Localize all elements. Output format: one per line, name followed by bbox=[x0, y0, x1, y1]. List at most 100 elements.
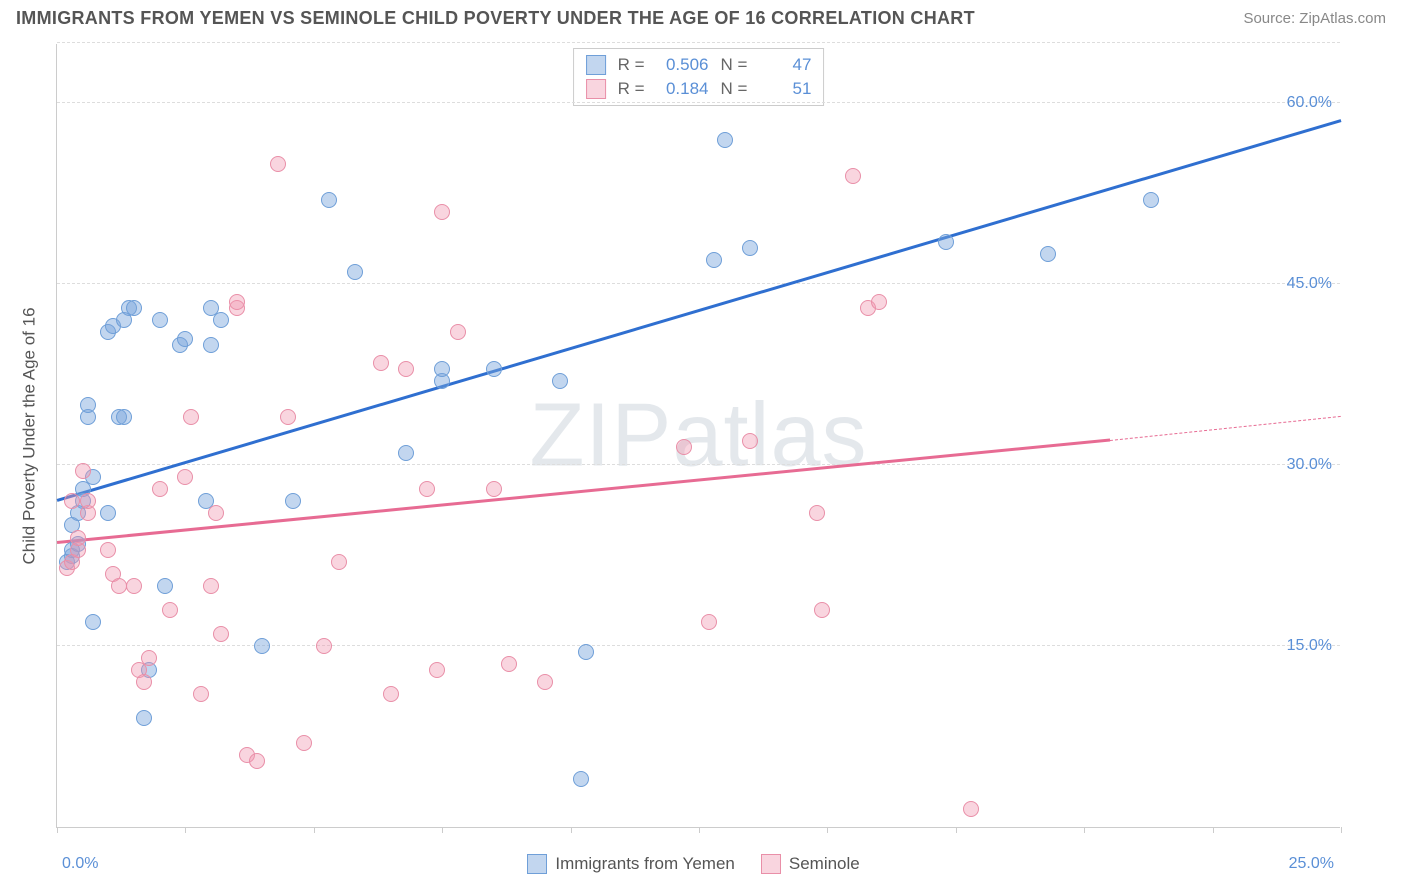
x-tick bbox=[827, 827, 828, 833]
x-tick bbox=[185, 827, 186, 833]
stats-row-series1: R = 0.506 N = 47 bbox=[586, 53, 812, 77]
data-point bbox=[100, 505, 116, 521]
chart-title: IMMIGRANTS FROM YEMEN VS SEMINOLE CHILD … bbox=[16, 8, 975, 29]
n-value-1: 47 bbox=[759, 55, 811, 75]
data-point bbox=[208, 505, 224, 521]
bottom-legend: 0.0% Immigrants from Yemen Seminole 25.0… bbox=[56, 854, 1340, 874]
data-point bbox=[938, 234, 954, 250]
data-point bbox=[706, 252, 722, 268]
legend-label-2: Seminole bbox=[789, 854, 860, 874]
x-tick bbox=[1341, 827, 1342, 833]
data-point bbox=[486, 481, 502, 497]
data-point bbox=[501, 656, 517, 672]
data-point bbox=[177, 469, 193, 485]
data-point bbox=[213, 312, 229, 328]
data-point bbox=[717, 132, 733, 148]
x-tick bbox=[57, 827, 58, 833]
data-point bbox=[434, 361, 450, 377]
data-point bbox=[537, 674, 553, 690]
x-tick bbox=[699, 827, 700, 833]
data-point bbox=[331, 554, 347, 570]
data-point bbox=[152, 312, 168, 328]
data-point bbox=[398, 361, 414, 377]
data-point bbox=[845, 168, 861, 184]
data-point bbox=[383, 686, 399, 702]
x-tick bbox=[314, 827, 315, 833]
data-point bbox=[280, 409, 296, 425]
data-point bbox=[64, 493, 80, 509]
y-tick-label: 15.0% bbox=[1287, 637, 1332, 655]
r-value-1: 0.506 bbox=[657, 55, 709, 75]
data-point bbox=[75, 463, 91, 479]
y-tick-label: 45.0% bbox=[1287, 275, 1332, 293]
swatch-series2-icon bbox=[761, 854, 781, 874]
data-point bbox=[1143, 192, 1159, 208]
swatch-series1-icon bbox=[527, 854, 547, 874]
data-point bbox=[373, 355, 389, 371]
data-point bbox=[429, 662, 445, 678]
x-tick bbox=[1084, 827, 1085, 833]
data-point bbox=[126, 300, 142, 316]
data-point bbox=[1040, 246, 1056, 262]
data-point bbox=[347, 264, 363, 280]
data-point bbox=[742, 433, 758, 449]
legend-item-series2: Seminole bbox=[761, 854, 860, 874]
data-point bbox=[85, 614, 101, 630]
r-label: R = bbox=[618, 79, 645, 99]
data-point bbox=[552, 373, 568, 389]
data-point bbox=[434, 204, 450, 220]
x-tick bbox=[442, 827, 443, 833]
trend-line bbox=[57, 119, 1342, 501]
gridline bbox=[57, 102, 1340, 103]
data-point bbox=[126, 578, 142, 594]
trend-line bbox=[1110, 416, 1341, 441]
r-value-2: 0.184 bbox=[657, 79, 709, 99]
data-point bbox=[398, 445, 414, 461]
gridline bbox=[57, 42, 1340, 43]
data-point bbox=[111, 578, 127, 594]
n-value-2: 51 bbox=[759, 79, 811, 99]
data-point bbox=[814, 602, 830, 618]
x-axis-max: 25.0% bbox=[1289, 855, 1334, 873]
data-point bbox=[203, 578, 219, 594]
x-tick bbox=[571, 827, 572, 833]
n-label: N = bbox=[721, 79, 748, 99]
data-point bbox=[573, 771, 589, 787]
data-point bbox=[270, 156, 286, 172]
data-point bbox=[809, 505, 825, 521]
n-label: N = bbox=[721, 55, 748, 75]
data-point bbox=[676, 439, 692, 455]
watermark: ZIPatlas bbox=[529, 384, 867, 487]
data-point bbox=[419, 481, 435, 497]
data-point bbox=[116, 409, 132, 425]
gridline bbox=[57, 645, 1340, 646]
y-axis-title: Child Poverty Under the Age of 16 bbox=[20, 307, 40, 564]
data-point bbox=[285, 493, 301, 509]
data-point bbox=[141, 650, 157, 666]
swatch-series2 bbox=[586, 79, 606, 99]
data-point bbox=[321, 192, 337, 208]
data-point bbox=[80, 493, 96, 509]
y-tick-label: 60.0% bbox=[1287, 94, 1332, 112]
data-point bbox=[70, 530, 86, 546]
data-point bbox=[450, 324, 466, 340]
data-point bbox=[157, 578, 173, 594]
data-point bbox=[162, 602, 178, 618]
legend-item-series1: Immigrants from Yemen bbox=[527, 854, 735, 874]
gridline bbox=[57, 283, 1340, 284]
data-point bbox=[152, 481, 168, 497]
source-label: Source: ZipAtlas.com bbox=[1243, 10, 1386, 27]
x-tick bbox=[956, 827, 957, 833]
stats-legend: R = 0.506 N = 47 R = 0.184 N = 51 bbox=[573, 48, 825, 106]
data-point bbox=[578, 644, 594, 660]
data-point bbox=[249, 753, 265, 769]
x-tick bbox=[1213, 827, 1214, 833]
data-point bbox=[177, 331, 193, 347]
data-point bbox=[136, 710, 152, 726]
data-point bbox=[316, 638, 332, 654]
legend-label-1: Immigrants from Yemen bbox=[555, 854, 735, 874]
data-point bbox=[742, 240, 758, 256]
y-tick-label: 30.0% bbox=[1287, 456, 1332, 474]
data-point bbox=[254, 638, 270, 654]
stats-row-series2: R = 0.184 N = 51 bbox=[586, 77, 812, 101]
